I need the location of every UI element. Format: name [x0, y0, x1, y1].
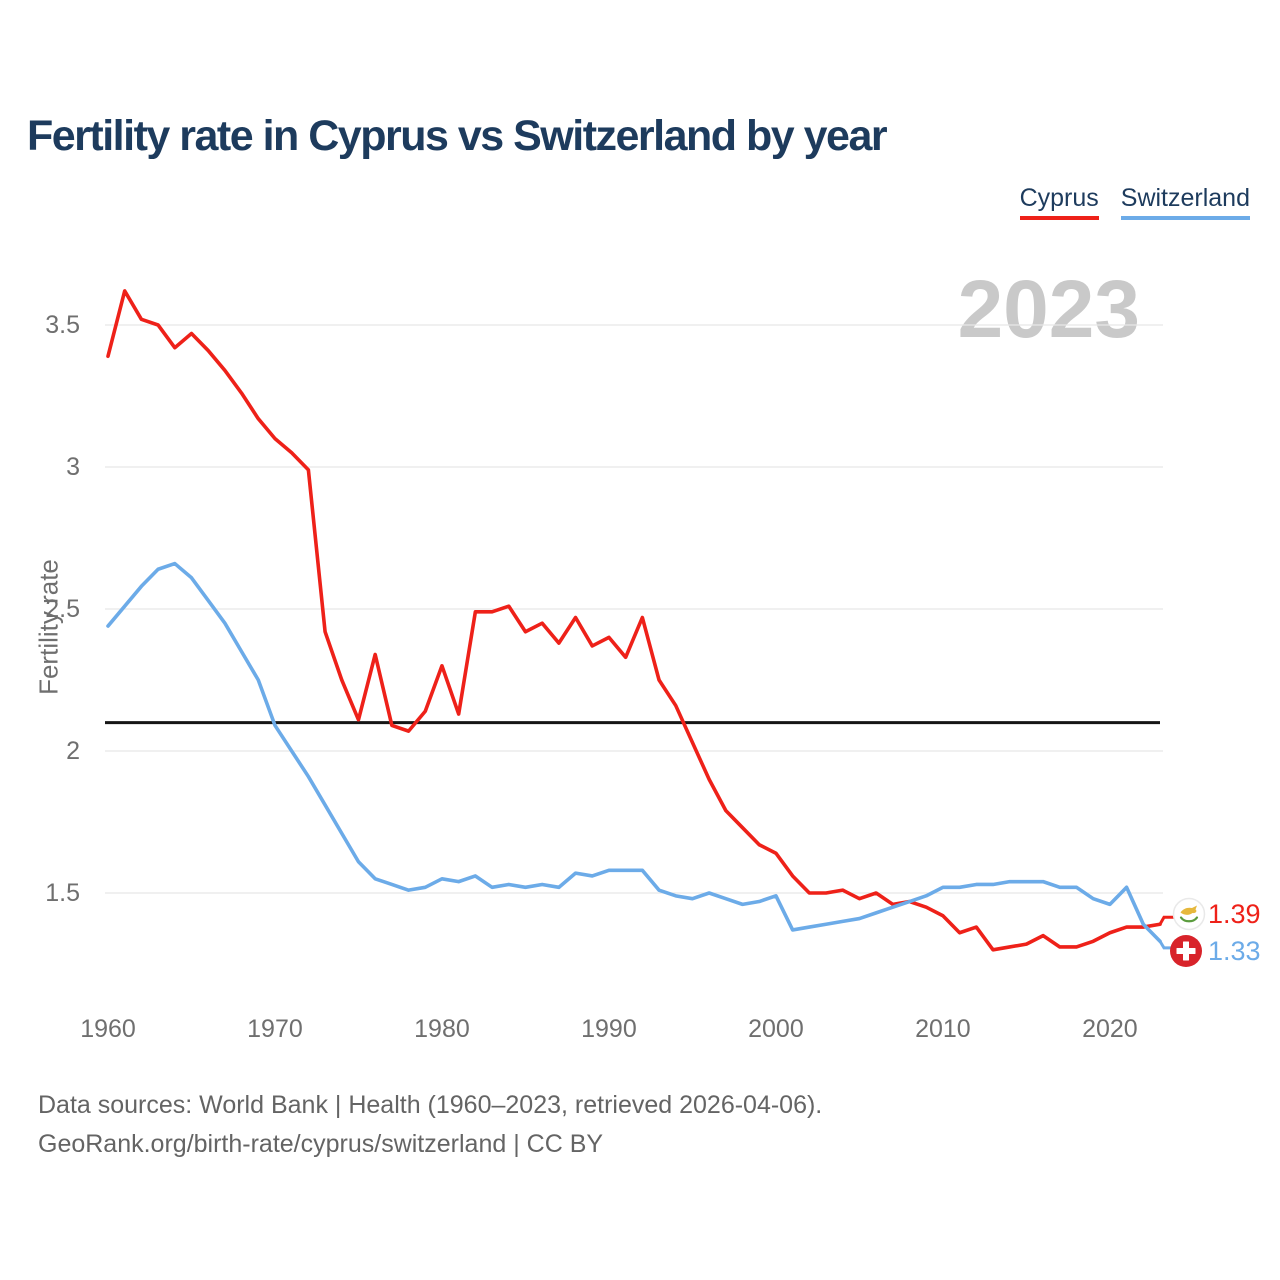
y-tick-label: 2	[66, 737, 80, 765]
x-tick-label: 1990	[581, 1015, 637, 1043]
watermark-year: 2023	[957, 264, 1140, 355]
series-lines	[106, 289, 1162, 952]
switzerland-end-value-label: 1.33	[1208, 936, 1261, 966]
y-tick-label: 1.5	[45, 879, 80, 907]
chart-title: Fertility rate in Cyprus vs Switzerland …	[27, 112, 888, 160]
y-axis-title: Fertility rate	[33, 559, 64, 695]
y-tick-label: 2.5	[45, 595, 80, 623]
cyprus-flag-icon	[1172, 897, 1206, 931]
legend: Cyprus Switzerland	[1019, 184, 1250, 220]
x-tick-label: 1960	[80, 1015, 136, 1043]
x-tick-label: 2010	[915, 1015, 971, 1043]
y-tick-label: 3.5	[45, 311, 80, 339]
x-tick-label: 1970	[247, 1015, 303, 1043]
footer-data-sources: Data sources: World Bank | Health (1960–…	[38, 1091, 823, 1119]
x-tick-label: 2000	[748, 1015, 804, 1043]
y-tick-label: 3	[66, 453, 80, 481]
footer-attribution: GeoRank.org/birth-rate/cyprus/switzerlan…	[38, 1130, 604, 1158]
x-tick-label: 2020	[1082, 1015, 1138, 1043]
legend-item-switzerland[interactable]: Switzerland	[1120, 184, 1250, 220]
gridlines	[105, 324, 1163, 894]
legend-item-cyprus[interactable]: Cyprus	[1019, 184, 1099, 220]
footer: Data sources: World Bank | Health (1960–…	[38, 1086, 822, 1164]
switzerland-flag-icon	[1170, 935, 1202, 967]
cyprus-end-value-label: 1.39	[1208, 899, 1261, 929]
x-tick-label: 1980	[414, 1015, 470, 1043]
